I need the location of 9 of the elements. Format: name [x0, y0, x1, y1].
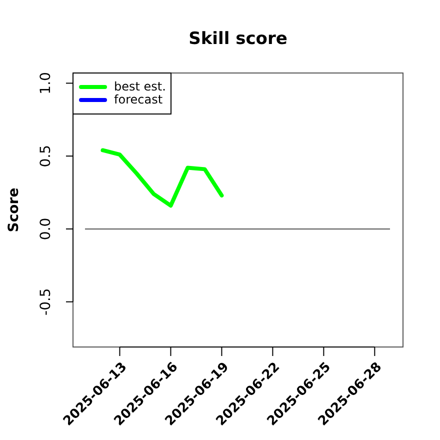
chart-title: Skill score — [188, 29, 288, 49]
y-tick-label: -0.5 — [38, 288, 54, 316]
y-tick-label: 1.0 — [38, 72, 54, 94]
y-tick-label: 0.0 — [38, 218, 54, 240]
y-axis-title: Score — [6, 188, 22, 232]
y-tick-label: 0.5 — [38, 144, 54, 168]
legend-label: forecast — [114, 92, 163, 106]
line-series — [100, 148, 224, 208]
legend-label: best est. — [114, 79, 166, 94]
